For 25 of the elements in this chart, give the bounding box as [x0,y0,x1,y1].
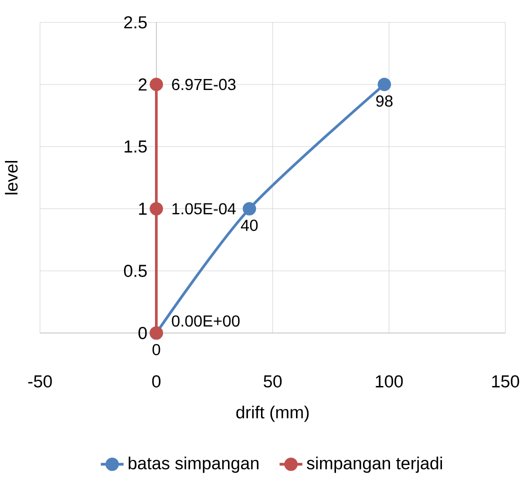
y-axis-title: level [4,161,18,194]
y-tick-label: 2.5 [124,16,147,28]
legend-label: batas simpangan [128,456,258,473]
y-tick-label: 1.5 [124,140,147,153]
point [150,78,164,92]
point [242,202,256,216]
y-tick-label: 0.5 [124,264,147,277]
x-axis-title: drift (mm) [236,406,309,422]
x-tick-label: -50 [28,375,52,388]
annotation: 1.05E-04 [172,203,236,214]
annotation: 0 [152,344,160,356]
x-tick-label: 0 [152,375,160,388]
annotation: 6.97E-03 [172,78,236,90]
annotation: 98 [376,95,393,107]
x-tick-label: 50 [264,375,282,388]
y-tick-label: 1 [139,202,147,215]
point [150,202,163,216]
y-tick-label: 2 [138,78,147,91]
x-tick-label: 100 [376,375,403,388]
annotation: 40 [240,220,258,231]
x-tick-label: 150 [492,375,520,388]
annotation: 0.00E+00 [172,315,240,327]
point [378,78,392,92]
legend-label: simpangan terjadi [306,456,442,473]
y-tick-label: 0 [138,326,147,340]
